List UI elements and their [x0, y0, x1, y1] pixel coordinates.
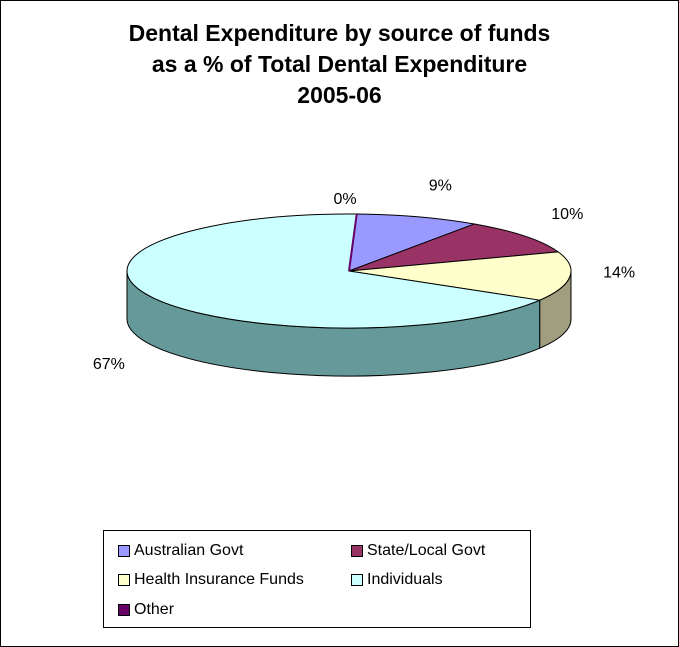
legend-swatch-other — [118, 604, 130, 616]
chart-title-line-2: as a % of Total Dental Expenditure — [151, 51, 528, 77]
chart-title-line-1: Dental Expenditure by source of funds — [128, 20, 551, 46]
data-label-australian-govt: 9% — [429, 178, 452, 195]
legend-label-other: Other — [134, 601, 175, 618]
legend-item-other: Other — [118, 601, 174, 619]
data-label-other: 0% — [333, 191, 356, 208]
legend-label-health-insurance-funds: Health Insurance Funds — [134, 571, 304, 588]
legend-label-state-local-govt: State/Local Govt — [367, 542, 486, 559]
legend-item-individuals: Individuals — [351, 571, 443, 589]
legend-label-australian-govt: Australian Govt — [134, 542, 244, 559]
data-label-individuals: 67% — [93, 356, 125, 373]
legend-swatch-australian-govt — [118, 545, 130, 557]
legend-item-health-insurance-funds: Health Insurance Funds — [118, 571, 304, 589]
data-label-health-insurance-funds: 14% — [603, 264, 635, 281]
slice-individuals — [126, 213, 542, 329]
pie-chart: 9% 10% 14% 67% 0% — [93, 178, 635, 377]
slice-state-local-govt — [348, 223, 560, 272]
chart-title: Dental Expenditure by source of funds as… — [0, 18, 679, 111]
slice-other — [348, 213, 358, 272]
slice-australian-govt — [348, 213, 477, 272]
legend-swatch-individuals — [351, 574, 363, 586]
legend-swatch-health-insurance-funds — [118, 574, 130, 586]
legend-item-state-local-govt: State/Local Govt — [351, 542, 485, 560]
slice-health-insurance-funds — [348, 251, 572, 301]
chart-title-line-3: 2005-06 — [297, 82, 382, 108]
legend-swatch-state-local-govt — [351, 545, 363, 557]
data-label-state-local-govt: 10% — [551, 206, 583, 223]
legend-label-individuals: Individuals — [367, 571, 443, 588]
chart-legend: Australian Govt State/Local Govt Health In… — [103, 530, 531, 628]
legend-item-australian-govt: Australian Govt — [118, 542, 243, 560]
